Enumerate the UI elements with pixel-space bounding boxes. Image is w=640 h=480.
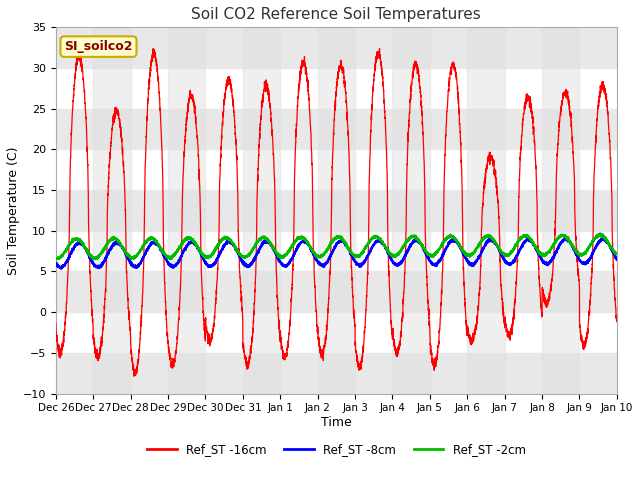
Bar [542,27,579,394]
Bar [56,272,617,312]
Bar [467,27,505,394]
Bar [56,27,617,68]
Bar [168,27,205,394]
Title: Soil CO2 Reference Soil Temperatures: Soil CO2 Reference Soil Temperatures [191,7,481,22]
Bar [56,190,617,231]
X-axis label: Time: Time [321,416,352,429]
Y-axis label: Soil Temperature (C): Soil Temperature (C) [7,146,20,275]
Bar [392,27,430,394]
Bar [243,27,280,394]
Bar [56,108,617,149]
Bar [56,353,617,394]
Bar [317,27,355,394]
Bar [93,27,131,394]
Legend: Ref_ST -16cm, Ref_ST -8cm, Ref_ST -2cm: Ref_ST -16cm, Ref_ST -8cm, Ref_ST -2cm [142,439,531,461]
Text: SI_soilco2: SI_soilco2 [64,40,132,53]
